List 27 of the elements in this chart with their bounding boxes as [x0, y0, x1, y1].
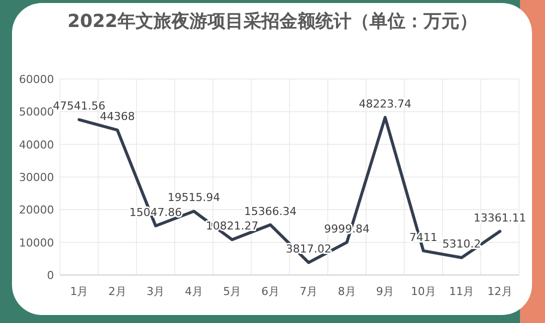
data-label: 5310.2 [442, 238, 481, 251]
data-label: 19515.94 [168, 191, 220, 204]
x-tick-label: 6月 [261, 285, 280, 298]
data-label: 13361.11 [474, 211, 526, 224]
y-tick-label: 30000 [19, 171, 54, 184]
y-tick-label: 60000 [19, 73, 54, 86]
y-tick-label: 50000 [19, 106, 54, 119]
x-tick-label: 11月 [449, 285, 474, 298]
x-tick-label: 5月 [223, 285, 242, 298]
x-tick-label: 12月 [487, 285, 512, 298]
x-tick-label: 2月 [108, 285, 126, 298]
y-tick-label: 10000 [19, 236, 54, 250]
chart-title: 2022年文旅夜游项目采招金额统计（单位：万元） [67, 11, 478, 32]
x-tick-label: 10月 [410, 285, 436, 298]
y-tick-label: 40000 [19, 138, 54, 152]
x-tick-label: 7月 [300, 285, 318, 298]
data-label: 48223.74 [358, 97, 412, 110]
data-label: 44368 [100, 110, 135, 124]
x-tick-label: 4月 [184, 285, 203, 298]
x-tick-label: 9月 [376, 285, 394, 298]
y-tick-label: 0 [47, 269, 54, 282]
data-label: 47541.56 [52, 100, 106, 113]
x-tick-label: 3月 [146, 285, 165, 298]
x-tick-label: 8月 [338, 285, 356, 298]
x-tick-label: 1月 [70, 285, 88, 298]
y-tick-label: 20000 [19, 204, 54, 217]
data-label: 15366.34 [244, 204, 297, 218]
